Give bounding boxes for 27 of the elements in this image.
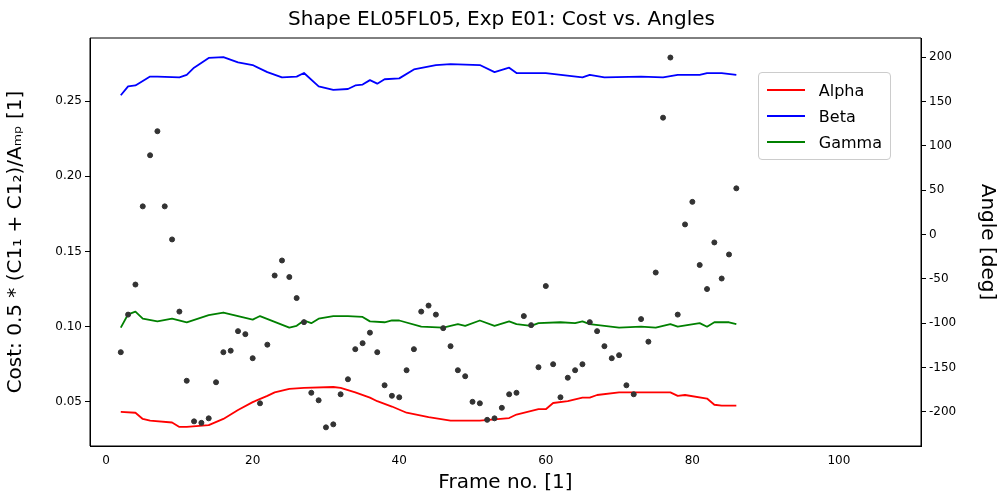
y2-tick-label: -150 [929, 359, 957, 374]
y2-tick-label: 200 [929, 49, 952, 64]
legend-label: Beta [818, 106, 856, 126]
y2-tick-label: 100 [929, 137, 952, 152]
y2-axis-title: Angle [deg] [976, 183, 1001, 301]
y2-tick-label: 150 [929, 93, 952, 108]
y-tick-label: 0.10 [55, 318, 82, 333]
y-tick-label: 0.25 [55, 93, 82, 108]
y-tick-label: 0.05 [55, 393, 82, 408]
y-axis-title: Cost: 0.5 * (C1₁ + C1₂)/Aₘₚ [1] [2, 90, 27, 394]
y2-tick-label: -200 [929, 403, 957, 418]
y2-tick-label: -50 [929, 270, 949, 285]
chart-title: Shape EL05FL05, Exp E01: Cost vs. Angles [288, 6, 715, 31]
y2-tick-label: 0 [929, 226, 937, 241]
y2-tick-label: 50 [929, 182, 945, 197]
y-tick-label: 0.20 [55, 168, 82, 183]
x-tick-label: 80 [684, 453, 701, 468]
x-axis-title: Frame no. [1] [438, 469, 573, 494]
x-tick-label: 100 [827, 453, 851, 468]
x-tick-label: 60 [538, 453, 554, 468]
legend-label: Alpha [818, 80, 865, 100]
x-tick-label: 40 [391, 453, 407, 468]
y2-tick-label: -100 [929, 315, 957, 330]
x-tick-label: 20 [245, 453, 261, 468]
legend-label: Gamma [818, 132, 882, 152]
x-tick-label: 0 [102, 453, 110, 468]
y-tick-label: 0.15 [55, 243, 82, 258]
